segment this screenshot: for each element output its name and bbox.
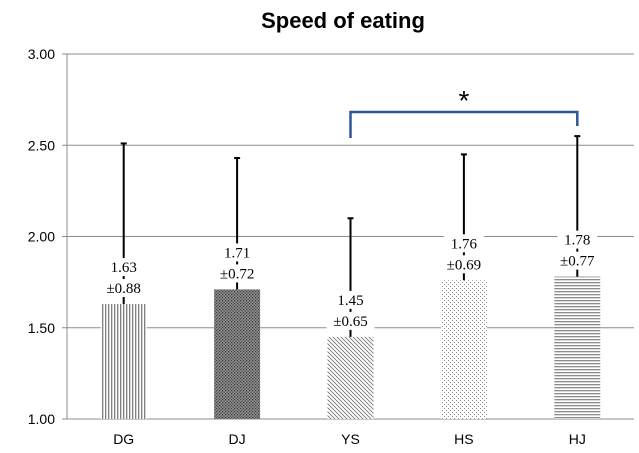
bar-hj [554, 276, 601, 419]
data-label-value: 1.45 [337, 293, 363, 309]
bar-dg [100, 304, 147, 419]
data-label-sd: ±0.69 [447, 257, 481, 273]
data-label-sd: ±0.88 [106, 281, 140, 297]
data-label-bg [326, 311, 375, 330]
y-tick-label: 1.50 [28, 320, 55, 336]
data-label-bg [99, 279, 148, 298]
data-label-sd: ±0.65 [333, 314, 367, 330]
data-labels: 1.63 ±0.88 1.71 ±0.72 1.45 ±0.65 1.76 ±0.69 1.78… [99, 230, 602, 330]
x-tick-label: HS [454, 431, 473, 447]
data-label-value: 1.71 [224, 245, 250, 261]
x-axis-categories: DG DJ YS HS HJ [113, 431, 586, 447]
data-label-bg [213, 264, 262, 283]
bar-hs [440, 280, 487, 419]
y-tick-label: 2.00 [28, 229, 55, 245]
x-tick-label: DJ [229, 431, 246, 447]
bar-ys [327, 336, 374, 419]
x-tick-label: DG [113, 431, 134, 447]
data-label-bg [553, 251, 602, 270]
y-tick-label: 2.50 [28, 137, 55, 153]
data-label-sd: ±0.72 [220, 266, 254, 282]
bar-dj [214, 289, 261, 419]
data-label-bg [443, 234, 484, 253]
significance-bracket: * [349, 85, 579, 138]
x-tick-label: HJ [569, 431, 586, 447]
data-label-sd: ±0.77 [560, 254, 595, 270]
bars [100, 276, 601, 419]
x-tick-label: YS [341, 431, 360, 447]
chart-title: Speed of eating [261, 8, 425, 33]
y-tick-label: 3.00 [28, 46, 55, 62]
data-label-bg [439, 255, 488, 274]
data-label-value: 1.76 [451, 236, 478, 252]
data-label-bg [217, 243, 258, 262]
data-label-bg [330, 290, 371, 309]
significance-star: * [458, 85, 469, 116]
y-tick-label: 1.00 [28, 411, 55, 427]
data-label-bg [557, 230, 598, 249]
y-axis-ticks: 1.00 1.50 2.00 2.50 3.00 [28, 46, 55, 427]
significance-line [349, 110, 579, 138]
data-label-value: 1.78 [564, 233, 590, 249]
data-label-value: 1.63 [111, 260, 137, 276]
data-label-bg [103, 258, 144, 277]
